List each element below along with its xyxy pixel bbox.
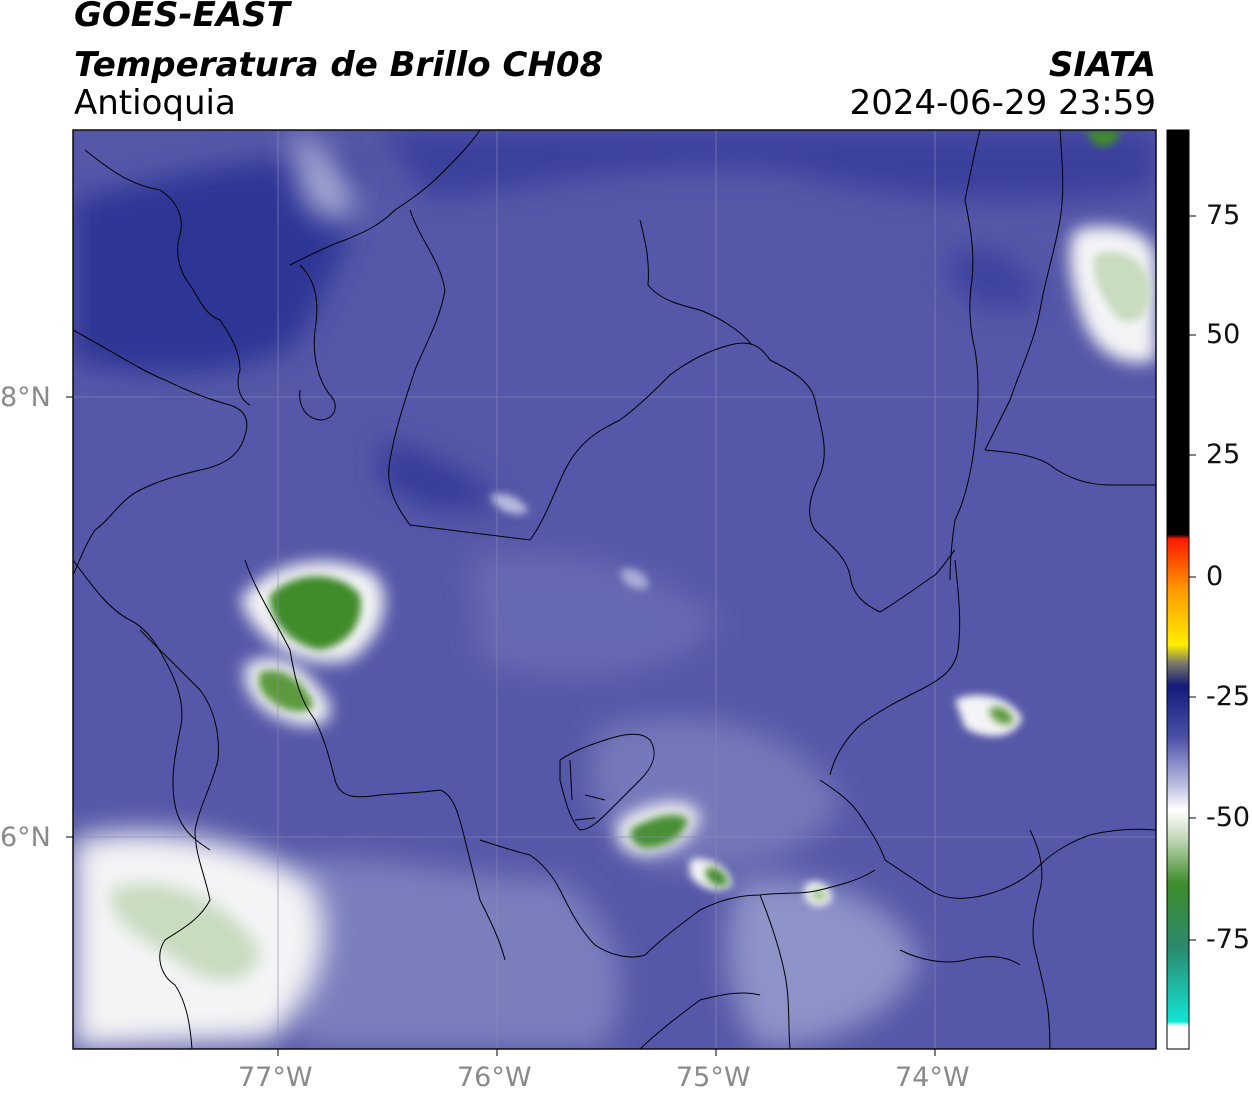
lon-label-77w: 77°W [238, 1062, 313, 1093]
datetime-label: 2024-06-29 23:59 [849, 83, 1156, 123]
light-cloud-regions [290, 130, 920, 1049]
lon-label-75w: 75°W [676, 1062, 751, 1093]
region-label: Antioquia [74, 83, 236, 123]
political-borders [73, 130, 1156, 1049]
cloud-northeast [1069, 130, 1156, 363]
colorbar-label-0: 0 [1206, 561, 1224, 592]
colorbar-label-minus25: -25 [1206, 681, 1251, 712]
convective-cell-west [240, 561, 385, 726]
cold-cloud-regions [73, 130, 1156, 511]
colorbar-label-25: 25 [1206, 439, 1241, 470]
colorbar-label-50: 50 [1206, 319, 1241, 350]
lat-label-8n: 8°N [0, 382, 51, 413]
colorbar-ticks [1189, 215, 1196, 941]
colorbar-label-minus75: -75 [1206, 924, 1251, 955]
organization-label: SIATA [1048, 45, 1156, 85]
lat-label-6n: 6°N [0, 822, 51, 853]
colorbar-label-75: 75 [1206, 200, 1241, 231]
convective-cell-central [490, 493, 1022, 907]
satellite-title: GOES-EAST [74, 0, 290, 35]
map-frame [72, 129, 1157, 1050]
lon-label-74w: 74°W [895, 1062, 970, 1093]
cloud-southwest [73, 832, 325, 1049]
product-title: Temperatura de Brillo CH08 [74, 45, 604, 85]
colorbar-label-minus50: -50 [1206, 802, 1251, 833]
graticule [73, 130, 1156, 1049]
lon-label-76w: 76°W [457, 1062, 532, 1093]
map-panel [73, 130, 1156, 1049]
colorbar-gradient [1167, 130, 1189, 1049]
colorbar [1166, 129, 1196, 1050]
colorbar-frame [1166, 129, 1190, 1050]
axis-ticks [66, 396, 936, 1056]
